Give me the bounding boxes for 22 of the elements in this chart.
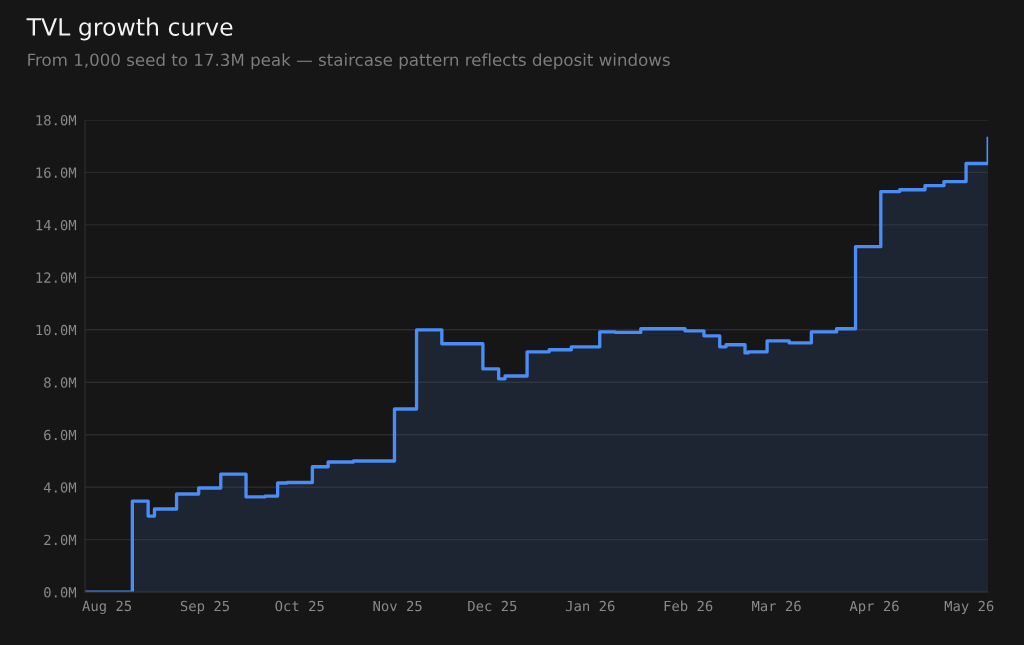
chart-subtitle: From 1,000 seed to 17.3M peak — staircase pattern reflects deposit windows <box>28 53 670 70</box>
x-tick-label: Dec 25 <box>468 600 517 612</box>
x-tick-label: Oct 25 <box>275 600 324 612</box>
x-tick-label: Aug 25 <box>82 600 132 614</box>
x-tick-label: May 26 <box>944 600 994 614</box>
y-tick-label: 8.0M <box>44 377 77 388</box>
x-tick-label: Sep 25 <box>180 600 229 614</box>
x-tick-label: Mar 26 <box>752 600 801 612</box>
y-tick-label: 0.0M <box>44 587 77 598</box>
y-tick-label: 4.0M <box>43 482 77 493</box>
chart-title: TVL growth curve <box>26 17 233 41</box>
y-tick-label: 18.0M <box>36 114 77 126</box>
y-tick-label: 14.0M <box>36 219 77 231</box>
y-tick-label: 16.0M <box>36 167 77 178</box>
x-tick-label: Jan 26 <box>565 600 615 612</box>
y-tick-label: 6.0M <box>44 429 77 441</box>
x-tick-label: Nov 25 <box>373 600 422 612</box>
y-tick-label: 2.0M <box>44 534 77 546</box>
y-tick-label: 10.0M <box>36 324 77 336</box>
x-tick-label: Feb 26 <box>664 600 713 612</box>
y-tick-label: 12.0M <box>36 272 77 283</box>
x-tick-label: Apr 26 <box>849 600 899 614</box>
